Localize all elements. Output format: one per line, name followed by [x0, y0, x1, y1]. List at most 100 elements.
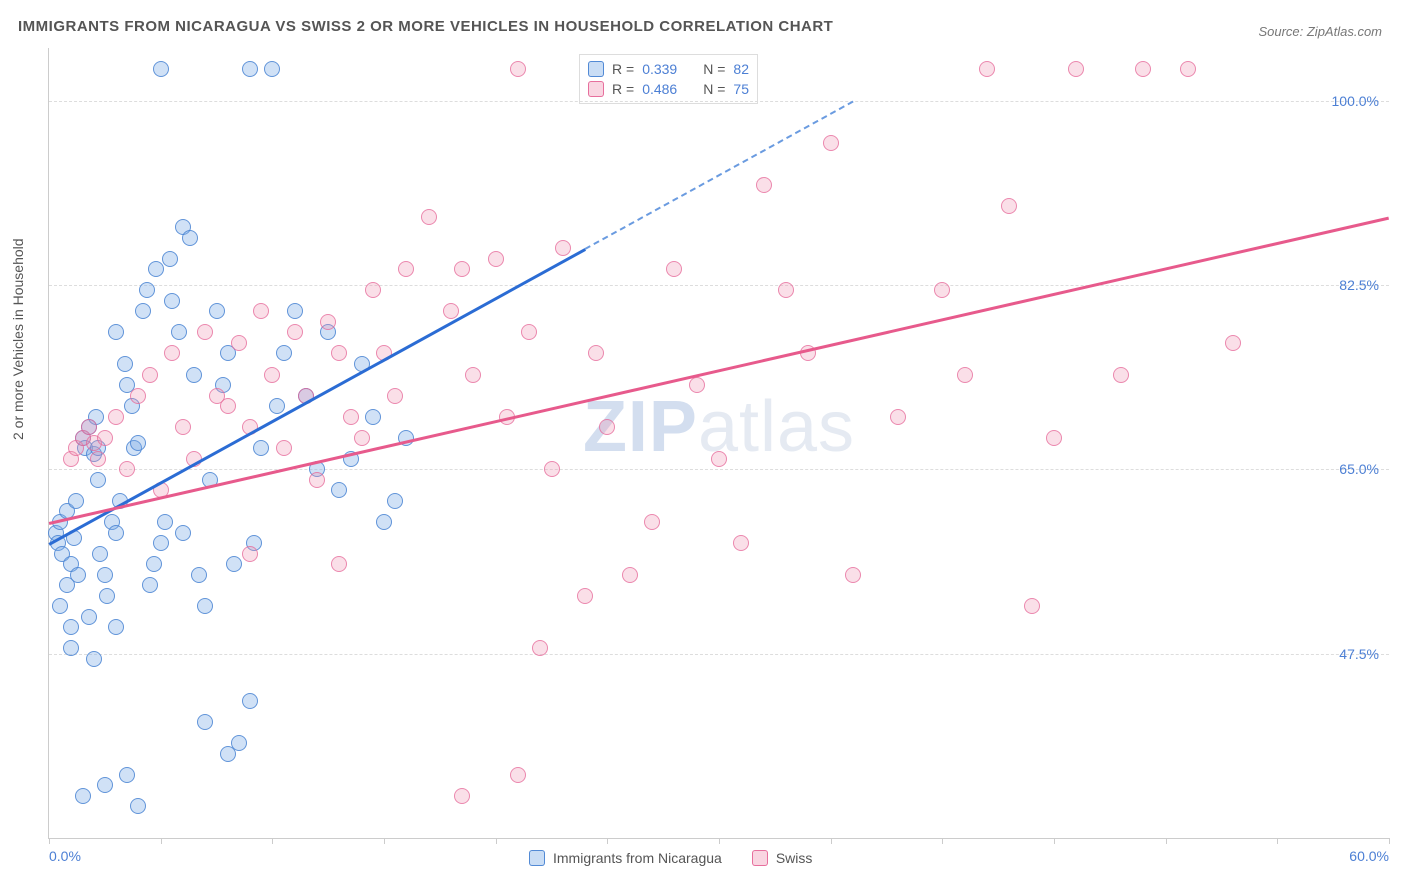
scatter-point [108, 525, 124, 541]
scatter-point [135, 303, 151, 319]
scatter-point [689, 377, 705, 393]
trend-line [48, 248, 585, 545]
scatter-point [148, 261, 164, 277]
x-tick [1389, 838, 1390, 844]
scatter-point [63, 619, 79, 635]
source-attribution: Source: ZipAtlas.com [1258, 24, 1382, 39]
scatter-point [823, 135, 839, 151]
r-value: 0.339 [642, 61, 677, 77]
x-tick [942, 838, 943, 844]
scatter-point [119, 461, 135, 477]
legend-swatch [529, 850, 545, 866]
scatter-point [465, 367, 481, 383]
scatter-point [287, 324, 303, 340]
n-label: N = [703, 61, 725, 77]
scatter-point [1068, 61, 1084, 77]
y-tick-label: 100.0% [1332, 93, 1379, 109]
scatter-point [488, 251, 504, 267]
y-axis-label: 2 or more Vehicles in Household [10, 238, 26, 440]
scatter-point [220, 746, 236, 762]
scatter-point [242, 61, 258, 77]
scatter-point [421, 209, 437, 225]
chart-plot-area: ZIPatlas R =0.339N =82R =0.486N =75 Immi… [48, 48, 1389, 839]
scatter-point [153, 61, 169, 77]
scatter-point [331, 556, 347, 572]
n-value: 75 [733, 81, 749, 97]
scatter-point [398, 261, 414, 277]
scatter-point [191, 567, 207, 583]
scatter-point [209, 303, 225, 319]
scatter-point [1113, 367, 1129, 383]
n-label: N = [703, 81, 725, 97]
scatter-point [1001, 198, 1017, 214]
trend-line [49, 217, 1390, 525]
scatter-point [197, 598, 213, 614]
scatter-point [264, 367, 280, 383]
scatter-point [376, 514, 392, 530]
scatter-point [117, 356, 133, 372]
legend-label: Swiss [776, 850, 813, 866]
r-label: R = [612, 81, 634, 97]
legend-swatch [752, 850, 768, 866]
scatter-point [182, 230, 198, 246]
scatter-point [331, 482, 347, 498]
x-tick [607, 838, 608, 844]
scatter-point [544, 461, 560, 477]
scatter-point [269, 398, 285, 414]
legend-swatch [588, 81, 604, 97]
series-legend: Immigrants from NicaraguaSwiss [529, 850, 812, 866]
scatter-point [75, 788, 91, 804]
scatter-point [90, 451, 106, 467]
chart-title: IMMIGRANTS FROM NICARAGUA VS SWISS 2 OR … [18, 18, 833, 35]
scatter-point [365, 282, 381, 298]
scatter-point [510, 61, 526, 77]
scatter-point [231, 335, 247, 351]
x-tick-label: 0.0% [49, 848, 81, 864]
scatter-point [139, 282, 155, 298]
scatter-point [644, 514, 660, 530]
y-tick-label: 47.5% [1339, 646, 1379, 662]
scatter-point [157, 514, 173, 530]
scatter-point [666, 261, 682, 277]
x-tick [49, 838, 50, 844]
scatter-point [162, 251, 178, 267]
scatter-point [979, 61, 995, 77]
scatter-point [521, 324, 537, 340]
scatter-point [90, 472, 106, 488]
scatter-point [86, 651, 102, 667]
legend-row: R = 0.486 N = 75 [588, 79, 749, 99]
scatter-point [242, 693, 258, 709]
x-tick [384, 838, 385, 844]
x-tick [496, 838, 497, 844]
scatter-point [220, 398, 236, 414]
trend-line [585, 101, 854, 250]
scatter-point [1046, 430, 1062, 446]
scatter-point [555, 240, 571, 256]
scatter-point [153, 535, 169, 551]
scatter-point [130, 435, 146, 451]
gridline [49, 469, 1389, 470]
scatter-point [81, 609, 97, 625]
scatter-point [354, 430, 370, 446]
scatter-point [99, 588, 115, 604]
r-value: 0.486 [642, 81, 677, 97]
scatter-point [253, 440, 269, 456]
scatter-point [253, 303, 269, 319]
scatter-point [59, 577, 75, 593]
scatter-point [711, 451, 727, 467]
scatter-point [63, 640, 79, 656]
x-tick [161, 838, 162, 844]
scatter-point [577, 588, 593, 604]
scatter-point [957, 367, 973, 383]
scatter-point [81, 419, 97, 435]
scatter-point [197, 324, 213, 340]
scatter-point [97, 567, 113, 583]
scatter-point [756, 177, 772, 193]
scatter-point [108, 619, 124, 635]
scatter-point [108, 324, 124, 340]
scatter-point [242, 546, 258, 562]
scatter-point [276, 345, 292, 361]
scatter-point [1225, 335, 1241, 351]
scatter-point [454, 788, 470, 804]
scatter-point [226, 556, 242, 572]
